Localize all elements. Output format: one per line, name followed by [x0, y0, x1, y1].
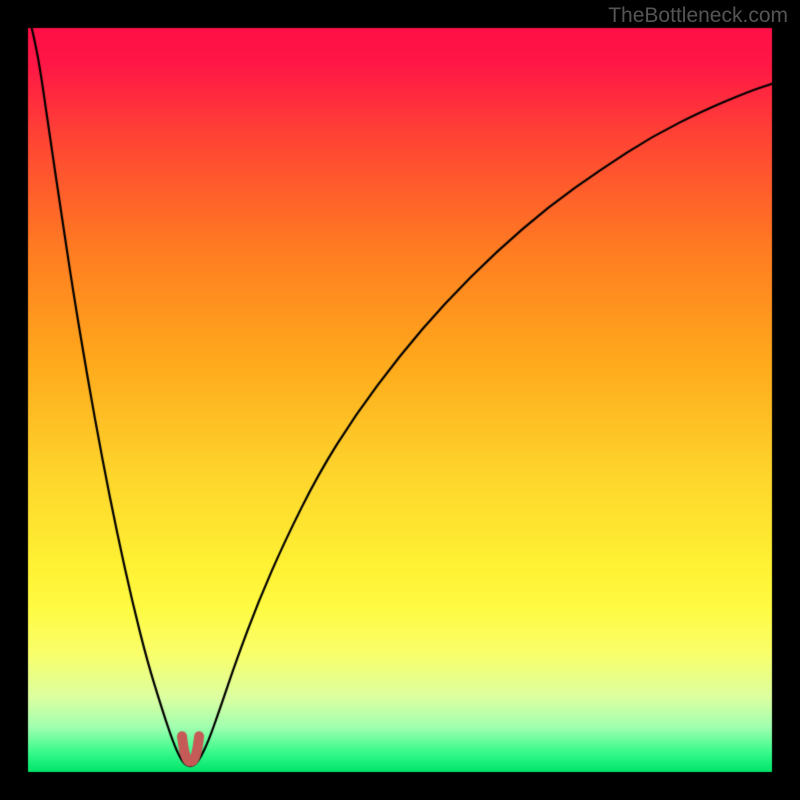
chart-canvas-container	[0, 0, 800, 800]
bottleneck-chart-canvas	[0, 0, 800, 800]
chart-frame: TheBottleneck.com	[0, 0, 800, 800]
watermark-text: TheBottleneck.com	[608, 4, 788, 28]
